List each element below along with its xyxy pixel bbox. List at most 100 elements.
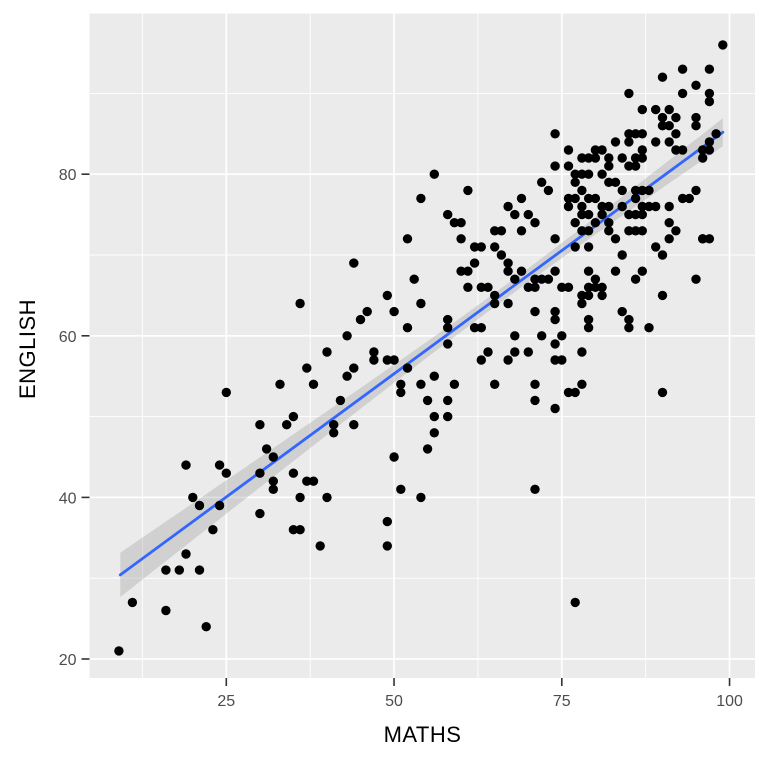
data-point [369,355,379,365]
data-point [389,452,399,462]
data-point [637,129,647,139]
data-point [604,177,614,187]
data-point [463,282,473,292]
data-point [698,153,708,163]
data-point [630,185,641,196]
data-point [402,234,413,244]
data-point [382,355,392,365]
data-point [221,468,231,478]
data-point [664,137,674,147]
y-tick-label: 40 [59,490,77,507]
data-point [671,145,681,155]
data-point [617,250,627,260]
data-point [429,371,439,381]
y-tick-label: 80 [59,167,77,184]
data-point [637,201,647,212]
data-point [114,646,124,656]
data-point [443,314,453,325]
data-point [429,411,439,422]
data-point [698,145,708,155]
data-point [704,96,715,107]
data-point [583,314,594,325]
data-point [597,282,607,292]
data-point [651,242,661,252]
data-point [194,565,205,575]
data-point [624,209,634,220]
data-point [577,201,587,212]
data-point [617,185,627,196]
data-point [577,379,587,389]
data-point [691,274,701,284]
data-point [201,622,211,632]
data-point [342,371,352,381]
data-point [570,387,580,398]
data-point [617,201,627,212]
data-point [530,274,540,284]
data-point [295,492,305,503]
data-point [718,40,728,50]
data-point [590,274,601,284]
data-point [698,234,708,244]
data-point [691,80,701,91]
data-point [570,242,580,252]
data-point [530,282,540,292]
data-point [161,605,171,616]
data-point [637,185,647,196]
data-point [577,298,587,309]
data-point [550,403,560,414]
data-point [308,379,319,389]
data-point [684,193,694,204]
data-point [302,363,312,373]
data-point [577,290,587,301]
x-tick-label: 25 [217,693,235,710]
data-point [604,161,614,171]
x-axis-title: MATHS [383,722,462,747]
y-tick-label: 60 [59,329,77,346]
data-point [550,306,560,317]
data-point [630,193,641,204]
data-point [657,387,668,398]
data-point [503,355,513,365]
data-point [610,266,621,276]
data-point [496,250,507,260]
data-point [382,516,392,527]
data-point [516,193,527,204]
data-point [221,387,231,398]
data-point [630,274,641,284]
data-point [563,282,574,292]
data-point [651,104,661,115]
data-point [624,323,634,333]
data-point [637,226,647,236]
data-point [295,298,305,309]
data-point [590,193,601,204]
data-point [416,379,426,389]
data-point [563,387,574,398]
data-point [657,121,668,131]
data-point [704,137,715,147]
data-point [174,565,184,575]
data-point [610,177,621,187]
data-point [604,153,614,163]
data-point [657,112,668,123]
x-tick-label: 75 [553,693,571,710]
data-point [624,129,634,139]
data-point [550,355,560,365]
data-point [382,290,392,301]
data-point [597,290,607,301]
data-point [577,185,587,196]
data-point [288,468,299,478]
data-point [416,298,426,309]
data-point [288,525,299,535]
data-point [288,411,299,422]
data-point [637,145,647,155]
data-point [691,112,701,123]
data-point [530,379,540,389]
data-point [295,525,305,535]
data-point [516,226,527,236]
data-point [476,355,486,365]
data-point [624,88,634,99]
data-point [563,201,574,212]
data-point [127,597,138,608]
data-point [469,323,480,333]
